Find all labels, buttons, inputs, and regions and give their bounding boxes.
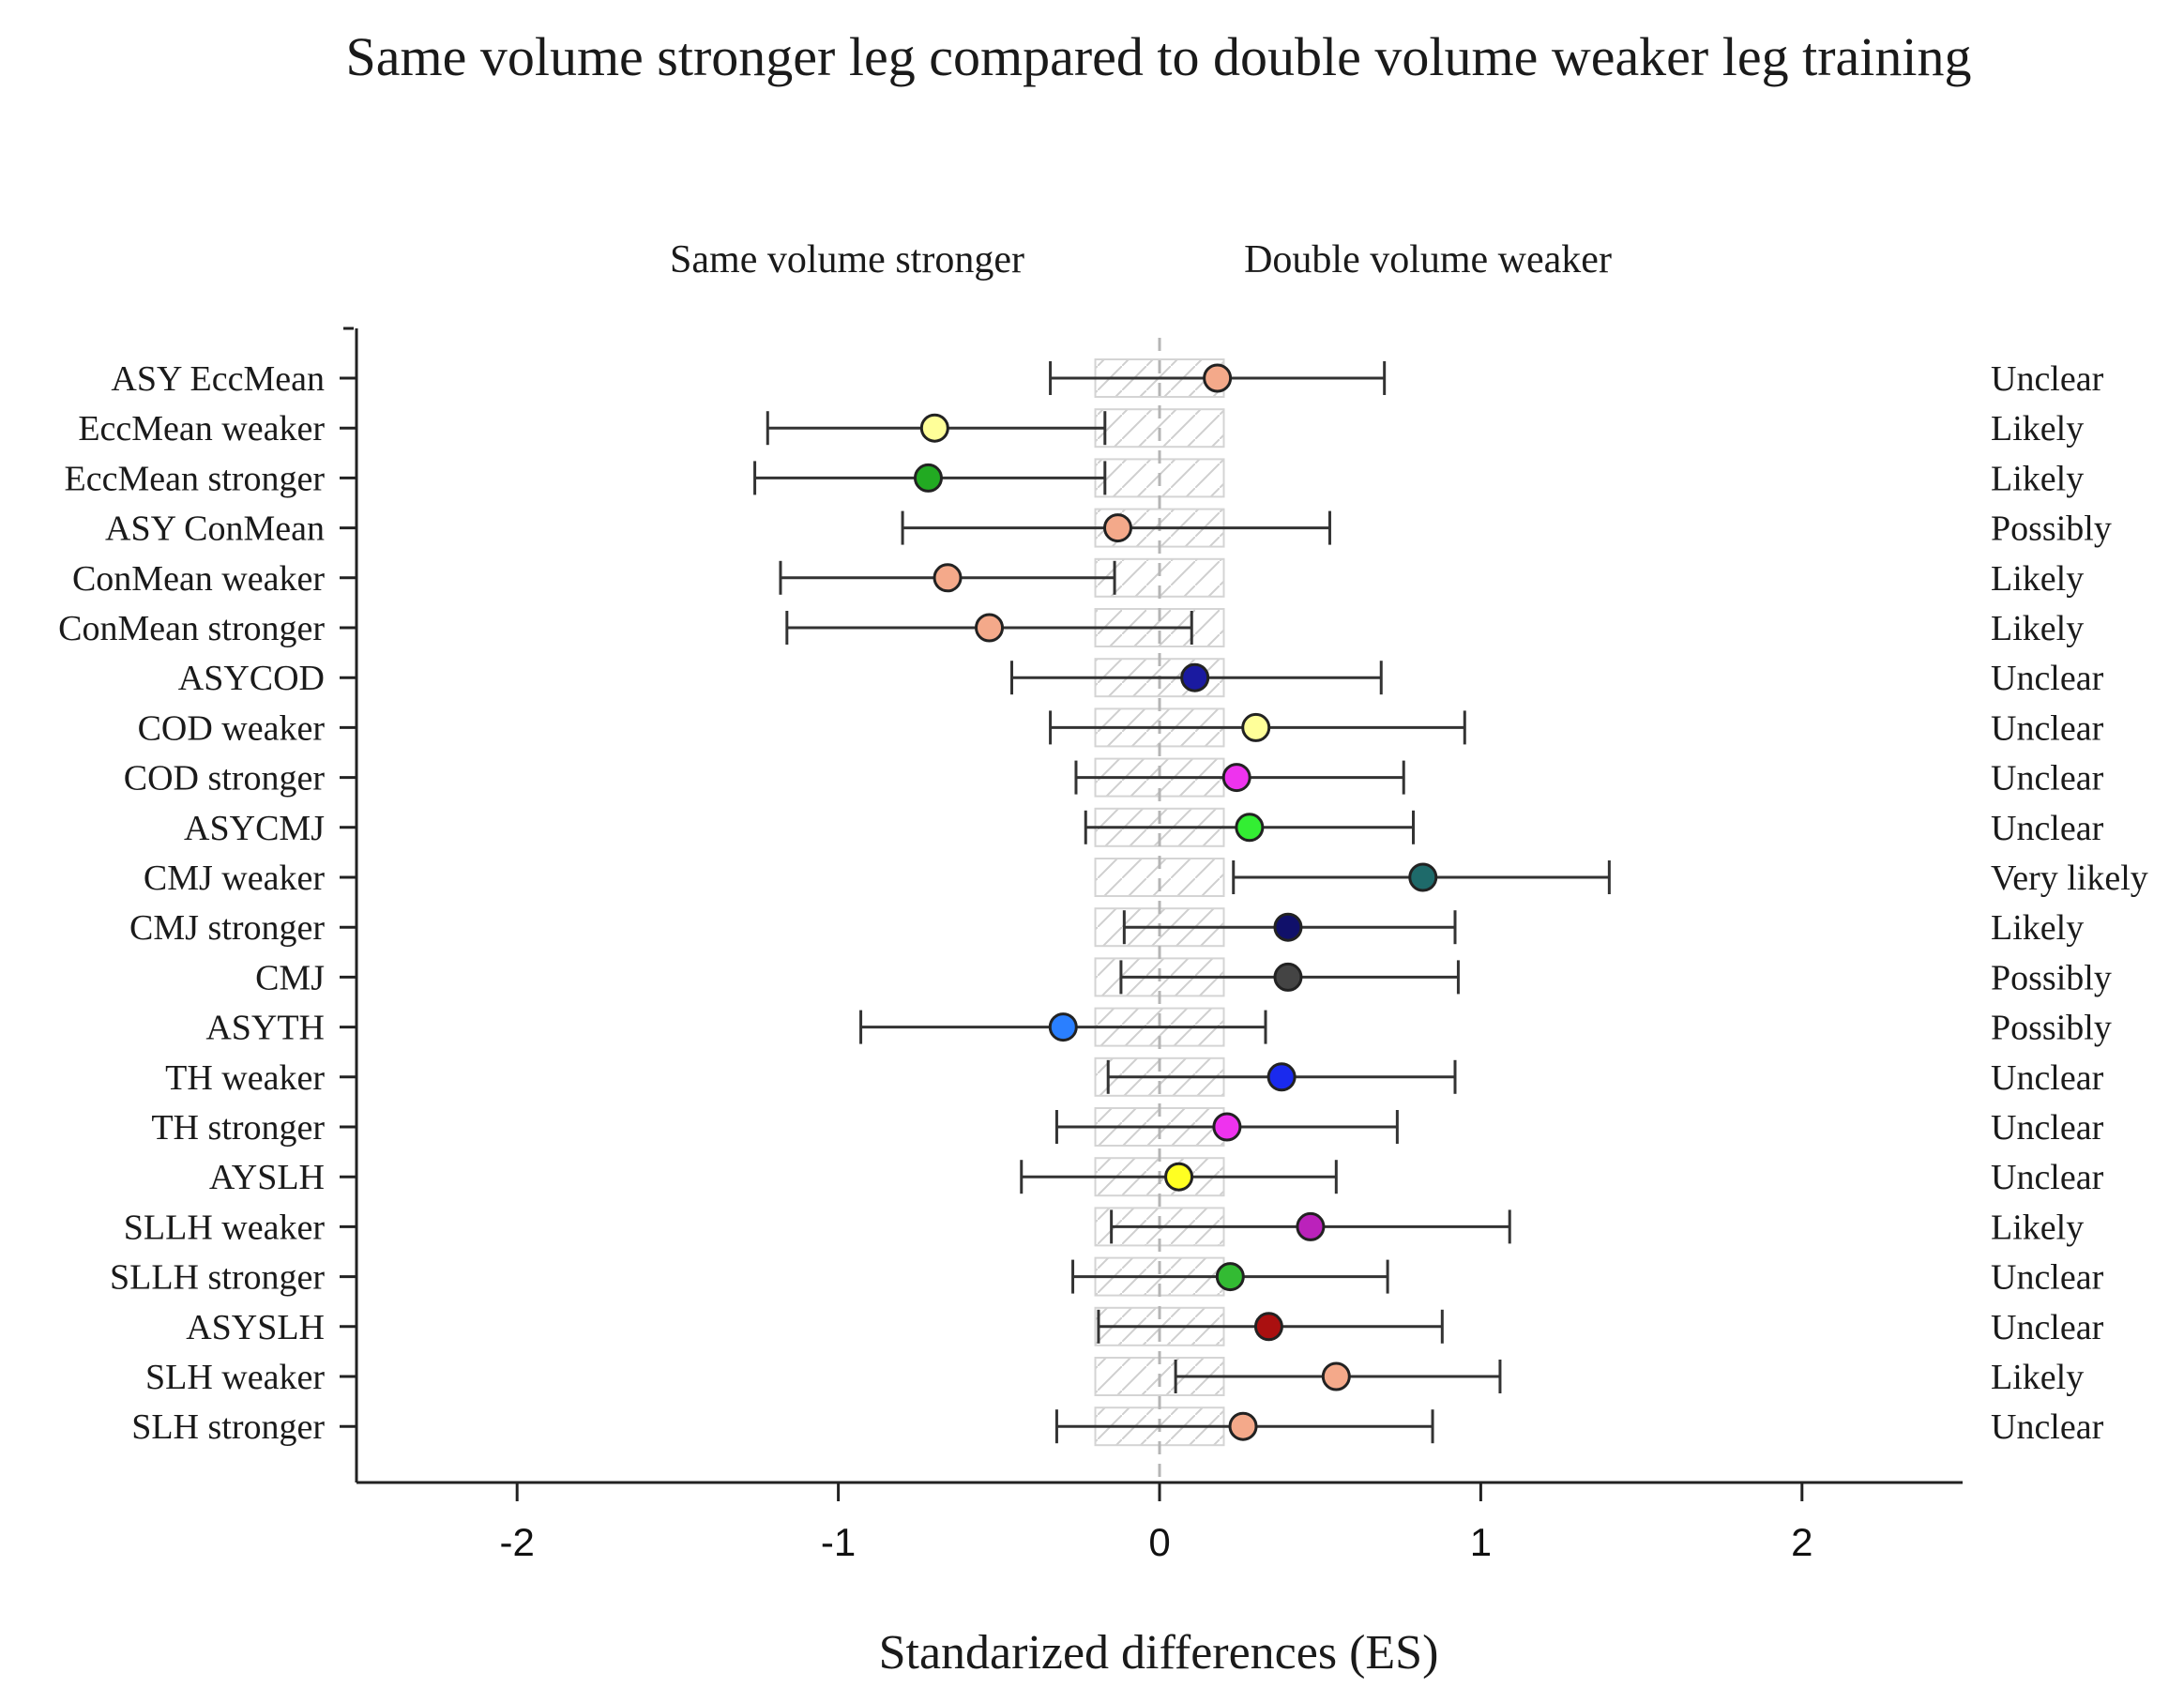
row-label: COD stronger (124, 759, 326, 798)
point-estimate (913, 463, 943, 493)
region-label-right: Double volume weaker (1244, 238, 1612, 281)
outcome-label: Likely (1991, 908, 2084, 948)
row-label: TH stronger (151, 1108, 325, 1148)
row-label: COD weaker (138, 708, 326, 748)
outcome-label: Unclear (1991, 1258, 2104, 1298)
outcome-label: Unclear (1991, 809, 2104, 848)
point-estimate (1241, 712, 1271, 742)
point-estimate (1273, 912, 1303, 942)
row-label: CMJ weaker (144, 859, 325, 898)
row-label: ConMean weaker (72, 559, 325, 599)
x-axis-label: Standarized differences (ES) (879, 1626, 1439, 1680)
row-label: CMJ stronger (129, 908, 325, 948)
x-tick-label: -2 (500, 1520, 535, 1564)
outcome-label: Unclear (1991, 359, 2104, 399)
point-estimate (1164, 1162, 1194, 1192)
x-tick-label: 2 (1791, 1520, 1812, 1564)
outcome-label: Likely (1991, 1358, 2084, 1397)
outcome-label: Likely (1991, 459, 2084, 498)
chart-title: Same volume stronger leg compared to dou… (345, 26, 1971, 87)
outcome-label: Unclear (1991, 708, 2104, 748)
row-label: ConMean stronger (58, 609, 325, 648)
outcome-label: Unclear (1991, 659, 2104, 698)
row-label: SLLH weaker (124, 1208, 326, 1247)
point-estimate (1228, 1411, 1258, 1441)
outcome-label: Unclear (1991, 1108, 2104, 1148)
x-tick-label: -1 (821, 1520, 856, 1564)
outcome-label: Possibly (1991, 958, 2112, 997)
outcome-label: Unclear (1991, 1158, 2104, 1197)
point-estimate (1253, 1312, 1283, 1342)
outcome-label: Likely (1991, 409, 2084, 449)
outcome-label: Possibly (1991, 1009, 2112, 1048)
outcome-label: Likely (1991, 559, 2084, 599)
point-estimate (975, 613, 1005, 643)
point-estimate (919, 413, 949, 443)
row-label: SLH stronger (131, 1407, 325, 1447)
point-estimate (1180, 662, 1210, 692)
row-label: ASYCOD (178, 659, 325, 698)
point-estimate (1273, 962, 1303, 992)
row-label: CMJ (255, 958, 325, 997)
row-label: TH weaker (165, 1058, 325, 1098)
point-estimate (1102, 513, 1132, 543)
outcome-label: Likely (1991, 609, 2084, 648)
x-tick-label: 0 (1148, 1520, 1170, 1564)
row-label: EccMean stronger (65, 459, 326, 498)
point-estimate (1212, 1112, 1242, 1142)
point-estimate (933, 563, 963, 593)
row-label: ASY ConMean (105, 509, 325, 549)
point-estimate (1048, 1012, 1078, 1042)
outcome-label: Very likely (1991, 859, 2148, 898)
outcome-label: Likely (1991, 1208, 2084, 1247)
outcome-label: Unclear (1991, 759, 2104, 798)
row-label: ASYSLH (186, 1308, 325, 1347)
point-estimate (1408, 862, 1438, 892)
plot-area: -2 -1 0 1 2 ASY EccMean Unclear EccMean weaker L… (58, 327, 2148, 1564)
point-estimate (1266, 1062, 1297, 1092)
point-estimate (1321, 1361, 1351, 1391)
point-estimate (1235, 813, 1265, 843)
outcome-label: Unclear (1991, 1407, 2104, 1447)
row-label: ASYCMJ (184, 809, 325, 848)
region-label-left: Same volume stronger (670, 238, 1024, 281)
row-label: AYSLH (209, 1158, 325, 1197)
point-estimate (1296, 1211, 1326, 1241)
row-label: ASY EccMean (111, 359, 325, 399)
row-label: SLH weaker (145, 1358, 325, 1397)
row-label: SLLH stronger (110, 1258, 325, 1298)
x-tick-label: 1 (1470, 1520, 1492, 1564)
point-estimate (1215, 1262, 1245, 1292)
point-estimate (1221, 763, 1251, 793)
point-estimate (1203, 363, 1233, 393)
outcome-label: Unclear (1991, 1058, 2104, 1098)
outcome-label: Unclear (1991, 1308, 2104, 1347)
row-label: ASYTH (205, 1009, 325, 1048)
row-label: EccMean weaker (78, 409, 325, 449)
outcome-label: Possibly (1991, 509, 2112, 549)
